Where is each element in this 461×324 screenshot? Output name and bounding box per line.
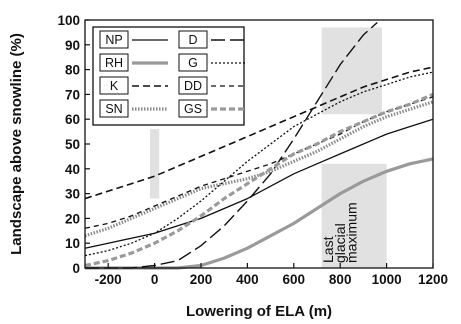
legend-label-dd: DD [184,79,202,93]
legend-label-rh: RH [105,56,123,70]
series-line-np [84,118,434,249]
series-line-g [84,71,434,257]
shaded-band-1 [149,129,160,199]
y-tick-label: 70 [65,87,80,102]
x-tick-label: -200 [95,272,122,287]
legend-key-box-sn [99,99,129,118]
y-tick-label: 50 [65,137,80,152]
y-tick-label: 100 [57,13,80,28]
legend-label-gs: GS [184,102,202,116]
shaded-band-2 [321,163,387,268]
series-line-sn [84,100,434,238]
legend-key-box-d [178,30,208,49]
series-lines [84,21,434,270]
legend: NP RH K SN DG DD GS [92,26,247,126]
legend-label-k: K [110,79,119,93]
annotation-line-1: Last [320,236,336,263]
y-tick-label: 60 [65,112,80,127]
legend-key-box-dd [178,76,208,95]
x-tick-label: 0 [151,272,159,287]
annotation-line-3: maximum [343,202,359,263]
legend-key-box-k [99,76,129,95]
axes: -200 0 200 400 600 800 1000 1200 0 10 20 30 40 50 60 70… [57,13,448,287]
x-tick-label: 400 [236,272,259,287]
legend-key-box-rh [99,53,129,72]
annotation-line-2: glacial [332,223,348,263]
legend-label-d: D [188,33,197,47]
legend-label-np: NP [105,33,122,47]
y-tick-label: 20 [65,211,80,226]
x-axis-title: Lowering of ELA (m) [186,303,332,320]
series-line-gs [84,92,434,268]
y-tick-label: 40 [65,162,80,177]
x-tick-label: 1000 [372,272,402,287]
legend-key-box-g [178,53,208,72]
x-tick-label: 600 [283,272,306,287]
legend-key-box-gs [178,99,208,118]
series-line-k [84,66,434,200]
legend-label-g: G [188,56,198,70]
legend-key-box-np [99,30,129,49]
y-tick-label: 30 [65,187,80,202]
legend-label-sn: SN [105,102,122,116]
y-tick-label: 0 [72,261,80,276]
series-line-dd [84,96,434,229]
y-tick-label: 90 [65,38,80,53]
x-tick-label: 200 [190,272,213,287]
x-tick-label: 800 [329,272,352,287]
y-tick-label: 80 [65,63,80,78]
y-tick-label: 10 [65,236,80,251]
y-axis-title: Landscape above snowline (%) [8,33,25,255]
x-tick-label: 1200 [418,272,448,287]
